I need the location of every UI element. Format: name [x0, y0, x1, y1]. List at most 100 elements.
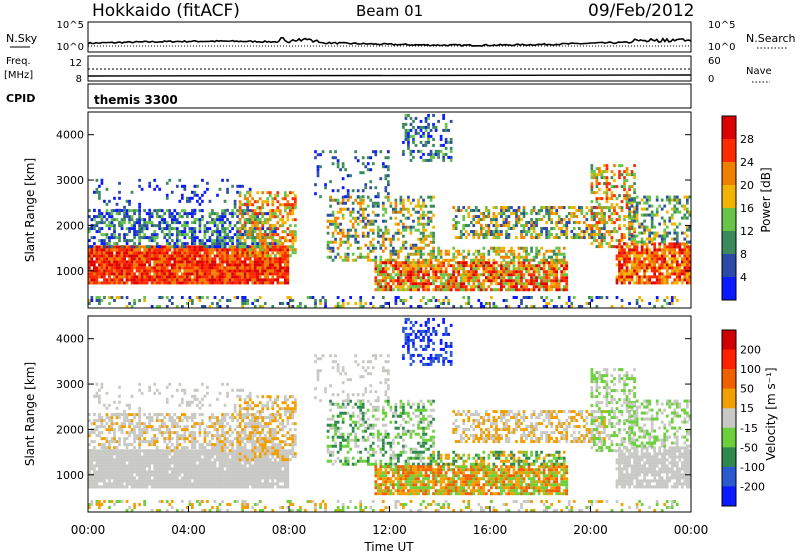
scatter-cell — [231, 260, 234, 264]
scatter-cell — [404, 246, 408, 250]
scatter-cell — [223, 227, 227, 231]
scatter-cell — [213, 239, 217, 243]
scatter-cell — [236, 257, 239, 261]
scatter-cell — [660, 278, 664, 282]
scatter-cell — [108, 275, 111, 279]
scatter-cell — [261, 245, 265, 249]
scatter-cell — [587, 233, 591, 237]
scatter-cell — [120, 452, 124, 456]
scatter-cell — [221, 245, 224, 249]
scatter-cell — [500, 255, 503, 259]
scatter-cell — [593, 170, 596, 174]
scatter-cell — [133, 281, 136, 285]
scatter-cell — [336, 222, 340, 226]
scatter-cell — [469, 221, 473, 225]
scatter-cell — [103, 278, 106, 282]
scatter-cell — [251, 236, 255, 240]
scatter-cell — [507, 209, 511, 213]
scatter-cell — [326, 246, 330, 250]
scatter-cell — [467, 296, 471, 299]
scatter-cell — [193, 193, 197, 197]
scatter-cell — [155, 269, 159, 273]
scatter-cell — [341, 198, 345, 202]
scatter-cell — [203, 230, 207, 234]
scatter-cell — [550, 288, 554, 292]
scatter-cell — [552, 285, 556, 289]
scatter-cell — [369, 249, 373, 253]
scatter-cell — [180, 193, 184, 197]
scatter-cell — [439, 137, 443, 141]
scatter-cell — [281, 230, 285, 234]
scatter-cell — [623, 179, 626, 183]
scatter-cell — [143, 227, 146, 231]
scatter-cell — [628, 194, 631, 198]
scatter-cell — [93, 485, 96, 489]
scatter-cell — [502, 276, 506, 280]
scatter-cell — [294, 239, 297, 243]
scatter-cell — [502, 218, 506, 222]
scatter-cell — [452, 276, 456, 280]
scatter-cell — [479, 264, 483, 268]
scatter-cell — [613, 194, 616, 198]
scatter-cell — [93, 272, 96, 276]
scatter-cell — [490, 218, 493, 222]
scatter-cell — [289, 254, 292, 258]
scatter-cell — [191, 212, 194, 216]
scatter-cell — [545, 236, 548, 240]
scatter-cell — [123, 470, 126, 474]
scatter-cell — [185, 242, 189, 246]
scatter-cell — [517, 221, 521, 225]
scatter-cell — [427, 152, 430, 156]
scatter-cell — [133, 302, 136, 305]
scatter-cell — [165, 257, 169, 261]
scatter-cell — [88, 461, 91, 465]
scatter-cell — [653, 225, 657, 229]
scatter-cell — [688, 251, 692, 255]
scatter-cell — [444, 282, 448, 286]
scatter-cell — [193, 248, 197, 252]
scatter-cell — [115, 242, 119, 246]
scatter-cell — [675, 234, 679, 238]
scatter-cell — [650, 237, 654, 241]
scatter-cell — [115, 236, 119, 240]
scatter-cell — [502, 224, 506, 228]
scatter-cell — [221, 227, 224, 231]
scatter-cell — [643, 266, 646, 270]
scatter-cell — [346, 237, 350, 241]
scatter-cell — [512, 258, 516, 262]
scatter-cell — [507, 249, 511, 253]
scatter-cell — [180, 263, 184, 267]
scatter-cell — [128, 251, 131, 255]
scatter-cell — [635, 251, 639, 255]
scatter-cell — [552, 227, 556, 231]
scatter-cell — [356, 222, 360, 226]
scatter-cell — [462, 296, 466, 299]
scatter-cell — [452, 246, 456, 250]
scatter-cell — [283, 257, 287, 261]
scatter-cell — [243, 299, 247, 302]
scatter-cell — [625, 173, 629, 177]
scatter-cell — [479, 255, 483, 259]
scatter-cell — [336, 225, 340, 229]
scatter-cell — [191, 196, 194, 200]
scatter-cell — [143, 236, 146, 240]
scatter-cell — [449, 119, 453, 123]
scatter-cell — [618, 272, 621, 276]
scatter-cell — [417, 228, 420, 232]
scatter-cell — [424, 273, 428, 277]
scatter-cell — [118, 266, 121, 270]
scatter-cell — [424, 158, 428, 162]
scatter-cell — [442, 270, 445, 274]
scatter-cell — [467, 279, 471, 283]
scatter-cell — [655, 254, 659, 258]
scatter-cell — [175, 221, 179, 225]
scatter-cell — [223, 269, 227, 273]
scatter-cell — [386, 273, 390, 277]
scatter-cell — [118, 461, 121, 465]
scatter-cell — [98, 212, 101, 216]
scatter-cell — [198, 260, 202, 264]
scatter-cell — [216, 254, 219, 258]
scatter-cell — [633, 251, 636, 255]
scatter-cell — [680, 251, 684, 255]
scatter-cell — [98, 296, 101, 299]
